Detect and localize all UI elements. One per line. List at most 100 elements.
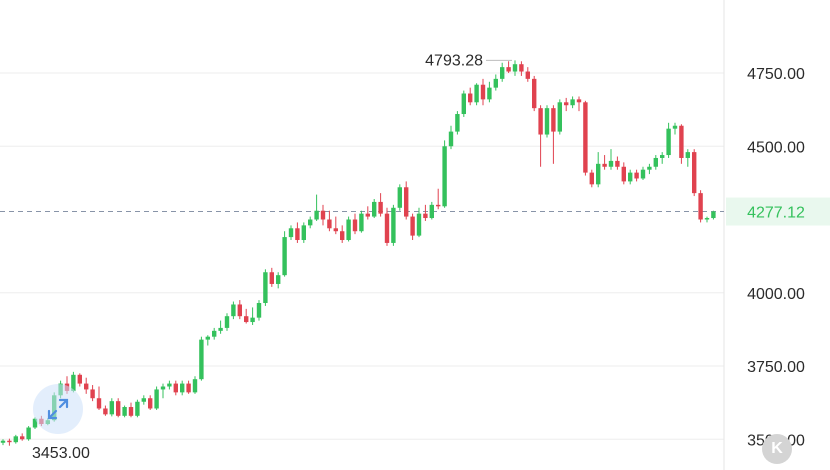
candle (77, 373, 82, 387)
candle-body (26, 427, 31, 440)
candle (538, 105, 543, 167)
candle (378, 193, 383, 217)
candle-body (141, 398, 146, 402)
candle (583, 100, 588, 176)
candle-body (544, 108, 550, 135)
expand-chart-button[interactable] (33, 384, 83, 434)
candle (192, 376, 198, 394)
candle-body (474, 84, 479, 103)
candle-body (103, 408, 108, 415)
candle (122, 405, 127, 418)
candle (474, 83, 479, 106)
candle (84, 377, 89, 394)
candle (148, 395, 153, 410)
candle-body (109, 401, 114, 415)
candle-body (340, 231, 345, 241)
candle-body (519, 64, 524, 72)
candle (340, 225, 345, 243)
candle (218, 320, 223, 334)
candle (512, 60, 518, 76)
candle-body (423, 213, 428, 219)
candles (0, 60, 716, 446)
candle-body (666, 128, 671, 156)
candle-body (90, 389, 95, 399)
candle (602, 155, 607, 170)
candle-body (679, 125, 684, 158)
candle-body (576, 99, 582, 103)
candle (634, 169, 639, 182)
candle (423, 204, 428, 221)
candle-body (429, 204, 434, 219)
candle-body (589, 172, 594, 185)
candle (314, 194, 319, 221)
candle-body (199, 339, 204, 380)
candle-body (602, 163, 607, 167)
candle (551, 105, 556, 164)
candle (372, 198, 377, 219)
candle-body (148, 398, 153, 409)
candle-body (551, 108, 556, 132)
candle-body (288, 228, 294, 238)
candle-body (218, 327, 223, 331)
candle (269, 267, 274, 287)
candle-body (448, 131, 454, 147)
candle (442, 140, 447, 208)
candle-body (532, 78, 537, 109)
candle (199, 336, 204, 381)
candle-body (378, 201, 383, 214)
candle (352, 213, 358, 235)
candle (391, 204, 396, 246)
candle (544, 105, 550, 138)
candle-body (711, 211, 716, 219)
candle-body (500, 67, 505, 79)
candle-body (583, 102, 588, 173)
candle (205, 335, 210, 346)
candle-body (320, 210, 326, 220)
candle-body (128, 407, 134, 416)
candle (461, 90, 466, 117)
candle-body (672, 125, 678, 129)
candle (653, 155, 658, 170)
candle (666, 122, 671, 158)
candle (564, 97, 569, 112)
candle-body (493, 78, 498, 88)
candle-body (455, 114, 460, 132)
candle-body (570, 99, 575, 106)
candle (295, 222, 300, 243)
candle (256, 300, 262, 321)
candle (487, 81, 492, 103)
candle (628, 169, 633, 185)
candle (519, 61, 524, 76)
candle-body (391, 207, 396, 243)
current-price-box (726, 197, 830, 226)
candle (480, 78, 486, 106)
candle-body (621, 166, 626, 182)
y-tick-label: 4000.00 (747, 286, 805, 303)
candle-body (410, 216, 415, 236)
candle (231, 301, 236, 320)
candle-body (468, 93, 473, 103)
candle (365, 206, 370, 220)
candle-body (308, 219, 313, 226)
candle-body (685, 152, 690, 158)
candle-body (250, 317, 255, 323)
candle (384, 207, 390, 246)
candle (615, 156, 620, 170)
candle (704, 216, 710, 223)
candle (589, 169, 594, 188)
candle (276, 272, 281, 289)
candle-body (365, 213, 370, 217)
candle-body (442, 146, 447, 207)
k-logo-button[interactable]: K (762, 434, 792, 464)
candle-body (256, 303, 262, 318)
candle-body (698, 193, 703, 220)
candle-body (231, 304, 236, 317)
candle (500, 62, 505, 82)
candle (26, 426, 31, 441)
candle-body (647, 166, 652, 170)
candle-body (167, 383, 172, 387)
candle (109, 398, 114, 417)
candle (7, 438, 12, 446)
